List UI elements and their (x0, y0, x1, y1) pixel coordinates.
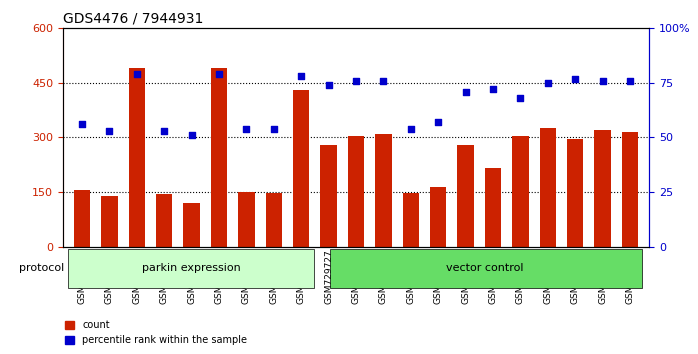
Bar (452, 28, 480, 247)
Bar (342, 28, 370, 247)
Point (487, 87, 498, 92)
Bar (320, 145, 337, 247)
Bar (238, 192, 255, 247)
Point (214, 71, 225, 77)
Bar (507, 28, 534, 247)
Point (625, 78, 636, 84)
FancyBboxPatch shape (330, 249, 642, 288)
Bar (101, 196, 118, 247)
Text: protocol: protocol (19, 263, 64, 273)
Point (131, 71, 142, 77)
Point (76, 121, 87, 127)
Bar (589, 28, 616, 247)
Bar (74, 190, 90, 247)
Point (433, 119, 444, 125)
Text: vector control: vector control (446, 263, 524, 273)
Bar (265, 193, 282, 247)
Bar (123, 28, 151, 247)
Bar (151, 28, 178, 247)
Bar (616, 28, 644, 247)
Bar (375, 134, 392, 247)
Point (378, 78, 389, 84)
Point (406, 126, 417, 132)
Bar (457, 145, 474, 247)
Bar (128, 68, 145, 247)
Point (186, 132, 197, 138)
Point (158, 128, 170, 134)
Legend: count, percentile rank within the sample: count, percentile rank within the sample (61, 316, 251, 349)
Bar (68, 28, 96, 247)
Bar (594, 130, 611, 247)
Point (104, 128, 115, 134)
Bar (403, 193, 419, 247)
Bar (288, 28, 315, 247)
Bar (211, 68, 228, 247)
Bar (622, 132, 638, 247)
Bar (512, 136, 528, 247)
Point (515, 95, 526, 101)
Bar (293, 90, 309, 247)
Bar (184, 203, 200, 247)
Bar (567, 139, 584, 247)
Point (323, 82, 334, 88)
Point (350, 78, 362, 84)
Bar (534, 28, 561, 247)
Bar (315, 28, 342, 247)
Bar (424, 28, 452, 247)
Bar (540, 129, 556, 247)
Bar (260, 28, 288, 247)
Bar (480, 28, 507, 247)
Bar (156, 194, 172, 247)
Point (597, 78, 608, 84)
Point (542, 80, 554, 86)
Bar (178, 28, 205, 247)
Bar (205, 28, 232, 247)
Point (460, 89, 471, 95)
Point (570, 76, 581, 81)
Point (241, 126, 252, 132)
FancyBboxPatch shape (68, 249, 313, 288)
Point (268, 126, 279, 132)
Text: parkin expression: parkin expression (142, 263, 241, 273)
Bar (397, 28, 424, 247)
Bar (370, 28, 397, 247)
Bar (96, 28, 123, 247)
Point (295, 74, 306, 79)
Bar (484, 169, 501, 247)
Bar (348, 136, 364, 247)
Text: GDS4476 / 7944931: GDS4476 / 7944931 (63, 12, 203, 26)
Bar (232, 28, 260, 247)
Bar (430, 187, 447, 247)
Bar (561, 28, 589, 247)
